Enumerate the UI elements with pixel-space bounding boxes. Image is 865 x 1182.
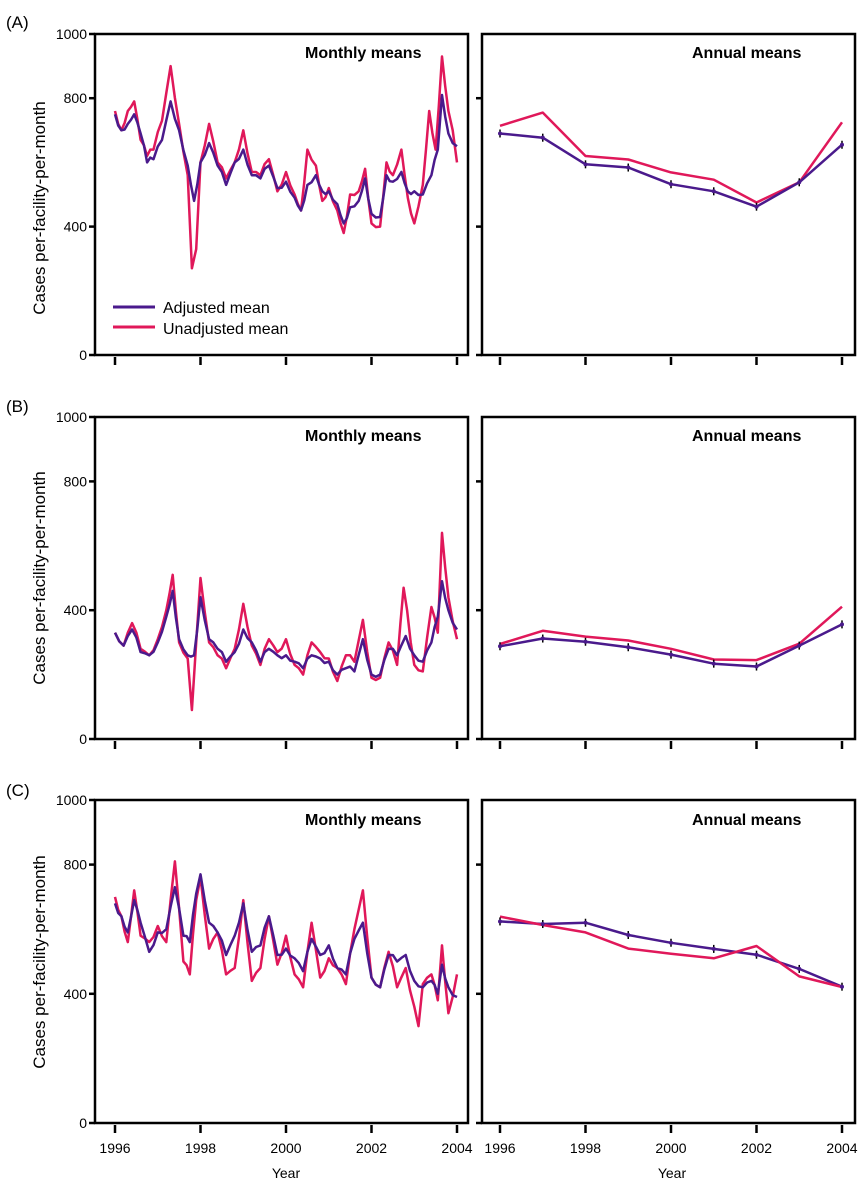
series-unadjusted-monthly — [113, 860, 459, 1028]
y-tick-label: 0 — [79, 1115, 87, 1131]
annual-point — [626, 645, 631, 650]
annual-point — [797, 966, 802, 971]
annual-point — [583, 920, 588, 925]
monthly-title: Monthly means — [305, 812, 422, 829]
annual-point — [711, 661, 716, 666]
annual-point — [840, 984, 844, 989]
series-adjusted-monthly — [113, 93, 458, 225]
annual-point — [797, 643, 802, 648]
legend: Adjusted mean Unadjusted mean — [113, 300, 288, 338]
x-tick-label: 2000 — [270, 1140, 301, 1156]
x-tick-label: 2002 — [741, 1140, 772, 1156]
series-unadjusted-annual — [499, 605, 843, 662]
plot-layer: 0 400 800 1000 0 400 800 1000 0 400 800 1000 1996 199… — [56, 26, 858, 1156]
y-tick-label: 1000 — [56, 409, 87, 425]
series-adjusted-monthly — [113, 873, 458, 999]
x-tick-label: 2004 — [441, 1140, 472, 1156]
y-tick-label: 800 — [64, 90, 88, 106]
y-tick-label: 400 — [64, 219, 88, 235]
y-tick-label: 400 — [64, 986, 88, 1002]
y-tick-label: 1000 — [56, 792, 87, 808]
annual-point — [498, 131, 502, 136]
series-unadjusted-monthly — [113, 531, 459, 712]
annual-panel-frame — [480, 798, 857, 1125]
x-tick-label: 1998 — [570, 1140, 601, 1156]
annual-point — [626, 933, 631, 938]
annual-point — [498, 919, 502, 924]
annual-point — [754, 664, 759, 669]
annual-point — [583, 639, 588, 644]
y-tick-label: 800 — [64, 857, 88, 873]
series-unadjusted-monthly — [113, 55, 459, 270]
annual-point — [797, 180, 802, 185]
panel-label-b: (B) — [6, 397, 29, 416]
x-tick-label: 2004 — [826, 1140, 857, 1156]
annual-point — [754, 204, 759, 209]
annual-point — [669, 940, 673, 945]
monthly-panel-frame — [93, 32, 470, 357]
y-axis-label: Cases per-facility-per-month — [30, 855, 49, 1069]
x-tick-label: 2002 — [356, 1140, 387, 1156]
y-tick-label: 400 — [64, 602, 88, 618]
x-tick-label: 1996 — [484, 1140, 515, 1156]
x-tick-label: 2000 — [655, 1140, 686, 1156]
annual-point — [669, 182, 673, 187]
annual-title: Annual means — [692, 428, 801, 445]
annual-point — [583, 162, 588, 167]
y-axis-label: Cases per-facility-per-month — [30, 471, 49, 685]
x-tick-label: 1996 — [99, 1140, 130, 1156]
y-tick-label: 0 — [79, 731, 87, 747]
monthly-panel-frame — [93, 415, 470, 741]
series-unadjusted-annual — [499, 111, 844, 204]
annual-point — [711, 189, 716, 194]
annual-point — [669, 652, 673, 657]
legend-label-adjusted: Adjusted mean — [163, 300, 270, 317]
annual-point — [540, 636, 545, 641]
x-axis-label: Year — [272, 1165, 301, 1181]
annual-point — [540, 135, 545, 140]
x-axis-label: Year — [658, 1165, 687, 1181]
annual-panel-frame — [480, 415, 857, 741]
monthly-title: Monthly means — [305, 428, 422, 445]
series-unadjusted-annual — [499, 915, 843, 989]
x-tick-label: 1998 — [185, 1140, 216, 1156]
y-axis-label: Cases per-facility-per-month — [30, 101, 49, 315]
monthly-panel-frame — [93, 798, 470, 1125]
monthly-title: Monthly means — [305, 45, 422, 62]
series-adjusted-annual — [499, 132, 843, 208]
series-adjusted-monthly — [113, 579, 459, 679]
annual-point — [840, 622, 844, 627]
annual-point — [498, 644, 502, 649]
annual-title: Annual means — [692, 45, 801, 62]
annual-point — [540, 922, 545, 927]
annual-point — [711, 946, 716, 951]
y-tick-label: 800 — [64, 473, 88, 489]
annual-point — [626, 165, 631, 170]
annual-panel-frame — [480, 32, 857, 357]
y-tick-label: 1000 — [56, 26, 87, 42]
annual-point — [840, 142, 844, 147]
panel-label-a: (A) — [6, 13, 29, 32]
annual-point — [754, 952, 759, 957]
legend-label-unadjusted: Unadjusted mean — [163, 321, 288, 338]
panel-label-c: (C) — [6, 781, 30, 800]
annual-title: Annual means — [692, 812, 801, 829]
y-tick-label: 0 — [79, 347, 87, 363]
